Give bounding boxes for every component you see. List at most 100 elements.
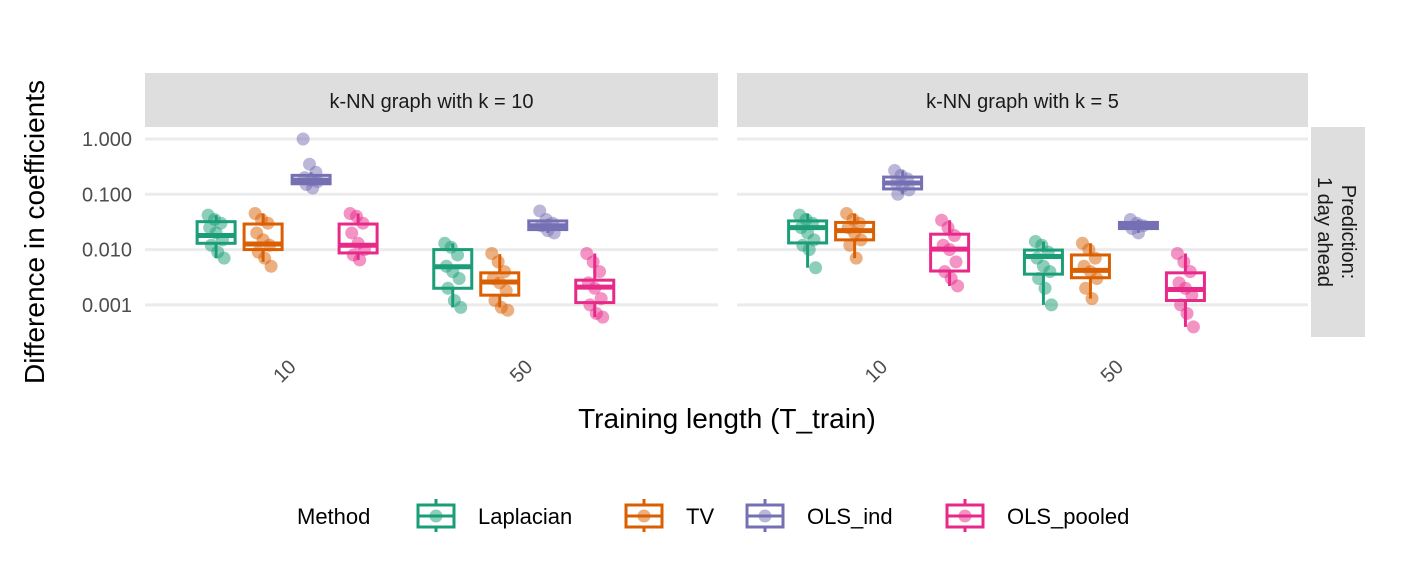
data-point: [1088, 251, 1102, 265]
data-point: [345, 226, 359, 240]
data-point: [261, 216, 275, 230]
box-ols_ind: [882, 163, 924, 201]
data-point: [843, 238, 857, 252]
x-tick-label: 50: [1097, 356, 1128, 387]
data-point: [1186, 320, 1200, 334]
data-point: [1177, 255, 1191, 269]
legend-title: Method: [297, 504, 370, 529]
data-point: [1044, 298, 1058, 312]
data-point: [296, 132, 310, 146]
box-laplacian: [432, 236, 474, 314]
data-point: [891, 187, 905, 201]
panel-2: k-NN graph with k = 5 10 50: [737, 73, 1308, 387]
data-point: [501, 303, 515, 317]
data-point: [1085, 292, 1099, 306]
data-point: [452, 272, 466, 286]
data-point: [306, 181, 320, 195]
data-point: [1180, 306, 1194, 320]
box-tv: [242, 206, 284, 273]
box-laplacian: [1022, 235, 1064, 312]
box-tv: [834, 206, 876, 265]
data-point: [949, 255, 963, 269]
box-laplacian: [787, 208, 829, 275]
legend-item-ols_pooled: OLS_pooled: [945, 499, 1129, 532]
legend-label: OLS_pooled: [1007, 504, 1129, 529]
data-point: [441, 281, 455, 295]
data-point: [1032, 272, 1046, 286]
legend: Method Laplacian TV OLS_ind OLS_pooled: [297, 499, 1129, 532]
data-point: [809, 261, 823, 275]
data-point: [356, 216, 370, 230]
box-ols_ind: [290, 132, 332, 195]
data-point: [216, 233, 230, 247]
data-point: [588, 281, 602, 295]
data-point: [596, 310, 610, 324]
legend-item-laplacian: Laplacian: [416, 499, 572, 532]
data-point: [263, 238, 277, 252]
data-point: [217, 251, 231, 265]
data-point: [854, 233, 868, 247]
panel-strip: [145, 73, 718, 127]
data-point: [454, 300, 468, 314]
box-ols_pooled: [337, 206, 379, 267]
data-point: [849, 251, 863, 265]
panel-strip-label: k-NN graph with k = 5: [926, 91, 1119, 113]
legend-item-tv: TV: [624, 499, 714, 532]
data-point: [498, 265, 512, 279]
data-point: [1090, 272, 1104, 286]
legend-label: OLS_ind: [807, 504, 893, 529]
data-point: [902, 183, 916, 197]
x-tick-label: 50: [506, 356, 537, 387]
box-ols_ind: [527, 204, 569, 240]
x-axis-title: Training length (T_train): [578, 403, 876, 434]
data-point: [852, 216, 866, 230]
data-point: [1038, 281, 1052, 295]
box-tv: [1069, 236, 1111, 306]
data-point: [951, 279, 965, 293]
data-point: [593, 265, 607, 279]
data-point: [547, 226, 561, 240]
data-point: [353, 253, 367, 267]
data-point: [1079, 281, 1093, 295]
panel-1: k-NN graph with k = 10 10 50: [145, 73, 718, 387]
data-point: [1041, 245, 1055, 259]
data-point: [264, 259, 278, 273]
box-ols_pooled: [929, 213, 971, 293]
box-ols_ind: [1117, 213, 1159, 240]
y-tick-label: 0.001: [82, 295, 132, 317]
box-ols_pooled: [574, 247, 616, 324]
box-ols_pooled: [1164, 247, 1206, 334]
data-point: [802, 243, 816, 257]
panel-strip-label: k-NN graph with k = 10: [330, 91, 534, 113]
box-tv: [479, 247, 521, 317]
data-point: [586, 255, 600, 269]
data-point: [1131, 226, 1145, 240]
data-point: [1185, 288, 1199, 302]
data-point: [807, 233, 821, 247]
data-point: [943, 243, 957, 257]
box-laplacian: [195, 208, 237, 265]
data-point: [947, 228, 961, 242]
y-axis-title: Difference in coefficients: [19, 80, 50, 384]
y-tick-label: 0.100: [82, 184, 132, 206]
legend-label: Laplacian: [478, 504, 572, 529]
data-point: [1183, 265, 1197, 279]
data-point: [594, 292, 608, 306]
row-strip: Prediction:1 day ahead: [1311, 127, 1365, 337]
data-point: [358, 243, 372, 257]
data-point: [491, 255, 505, 269]
y-tick-label: 0.010: [82, 240, 132, 262]
y-tick-label: 1.000: [82, 129, 132, 151]
x-tick-label: 10: [861, 356, 892, 387]
row-strip-label: Prediction:1 day ahead: [1313, 177, 1359, 287]
x-tick-label: 10: [269, 356, 300, 387]
legend-item-ols_ind: OLS_ind: [745, 499, 893, 532]
data-point: [1043, 265, 1057, 279]
data-point: [214, 216, 228, 230]
y-axis: 0.001 0.010 0.100 1.000: [82, 129, 132, 317]
legend-label: TV: [686, 504, 714, 529]
panel-strip: [737, 73, 1308, 127]
data-point: [499, 284, 513, 298]
data-point: [805, 216, 819, 230]
